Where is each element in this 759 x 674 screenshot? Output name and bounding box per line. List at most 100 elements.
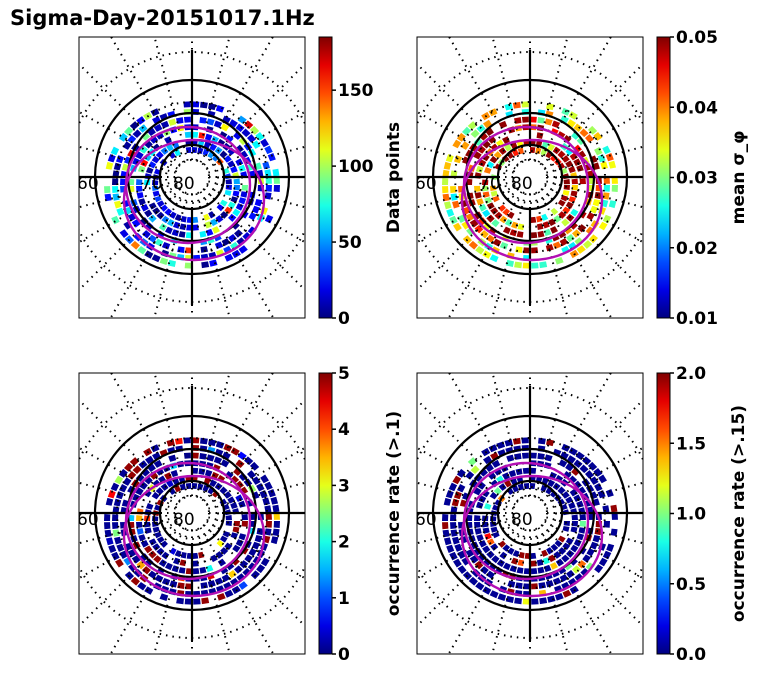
data-cell <box>249 125 260 135</box>
data-cell <box>144 515 151 521</box>
lat-label: 80 <box>511 174 533 194</box>
data-cell <box>610 528 618 537</box>
data-cell <box>136 179 143 185</box>
data-cell <box>169 211 177 219</box>
data-cell <box>112 170 120 178</box>
data-cell <box>150 444 160 453</box>
data-cell <box>512 437 521 445</box>
data-cell <box>197 147 204 155</box>
data-cell <box>241 128 251 138</box>
data-cell <box>118 468 128 478</box>
data-cell <box>199 117 207 124</box>
data-cell <box>214 577 224 586</box>
data-cell <box>169 580 178 588</box>
data-cell <box>272 168 280 177</box>
data-cell <box>224 589 234 598</box>
data-cell <box>233 185 240 191</box>
colorbar-tick-label: 1.0 <box>676 505 706 525</box>
data-cell <box>490 479 499 488</box>
data-cell <box>570 208 579 217</box>
data-cell <box>192 452 199 459</box>
lat-label: 70 <box>479 174 501 194</box>
data-cell <box>270 536 279 545</box>
data-cell <box>220 547 229 555</box>
data-cell <box>571 131 581 140</box>
lat-label: 80 <box>173 174 195 194</box>
data-cell <box>193 598 201 605</box>
data-cell <box>230 241 240 251</box>
data-cell <box>577 224 587 233</box>
dotted-meridian <box>417 110 516 170</box>
data-cell <box>450 522 457 529</box>
colorbar-bar <box>656 36 671 319</box>
data-cell <box>515 246 523 253</box>
data-cell <box>509 565 518 573</box>
dotted-meridian <box>79 516 176 545</box>
data-cell <box>198 468 206 475</box>
dotted-meridian <box>79 188 181 292</box>
data-cell <box>442 522 449 530</box>
colorbar-tick-label: 50 <box>338 233 362 253</box>
colorbar-tick-label: 0.5 <box>676 575 706 595</box>
dotted-meridian <box>537 191 613 318</box>
data-cell <box>486 202 495 210</box>
data-cell <box>450 170 458 178</box>
data-cell <box>144 476 153 485</box>
data-cell <box>557 486 566 495</box>
data-cell <box>568 111 578 120</box>
data-cell <box>536 223 544 230</box>
data-cell <box>582 240 593 249</box>
data-cell <box>486 234 495 243</box>
auroral-oval <box>460 125 604 262</box>
data-cell <box>497 593 507 602</box>
data-cell <box>561 581 570 590</box>
lat-label: 60 <box>415 510 437 530</box>
data-cell <box>141 468 150 477</box>
data-cell <box>185 568 192 575</box>
data-cell <box>498 540 506 548</box>
data-cell <box>573 539 582 547</box>
data-cell <box>249 461 260 471</box>
data-cell <box>200 437 208 445</box>
data-cell <box>200 582 209 589</box>
data-cell <box>122 477 132 486</box>
data-cell <box>221 574 231 583</box>
data-cell <box>220 459 230 468</box>
colorbar-tick-label: 0.04 <box>676 98 718 118</box>
data-cell <box>536 132 544 139</box>
data-cell <box>491 459 501 468</box>
data-cell <box>509 229 518 237</box>
dotted-meridian <box>448 37 523 163</box>
data-cell <box>482 545 491 554</box>
data-cell <box>154 574 164 583</box>
data-cell <box>267 153 276 162</box>
data-cell <box>185 483 192 490</box>
data-cell <box>489 254 499 263</box>
data-cell <box>192 216 199 223</box>
data-cell <box>549 490 558 498</box>
data-cell <box>204 133 213 141</box>
data-cell <box>114 475 124 485</box>
data-cell <box>145 502 154 510</box>
data-cell <box>537 453 545 460</box>
data-cell <box>490 515 497 521</box>
data-cell <box>185 583 192 590</box>
data-cell <box>530 552 537 559</box>
data-cell <box>238 500 246 508</box>
data-cell <box>144 586 154 595</box>
data-cell <box>530 216 537 223</box>
data-cell <box>446 208 455 217</box>
panel-frame <box>416 372 644 655</box>
data-cell <box>516 231 524 238</box>
data-cell <box>237 451 247 461</box>
data-cell <box>264 528 272 536</box>
data-cell <box>251 205 260 214</box>
dotted-meridian <box>491 193 527 318</box>
data-cell <box>207 580 216 588</box>
data-cell <box>594 564 604 574</box>
data-cell <box>508 469 517 478</box>
data-cell <box>488 108 498 117</box>
dotted-meridian <box>448 373 523 499</box>
data-cell <box>537 566 545 574</box>
